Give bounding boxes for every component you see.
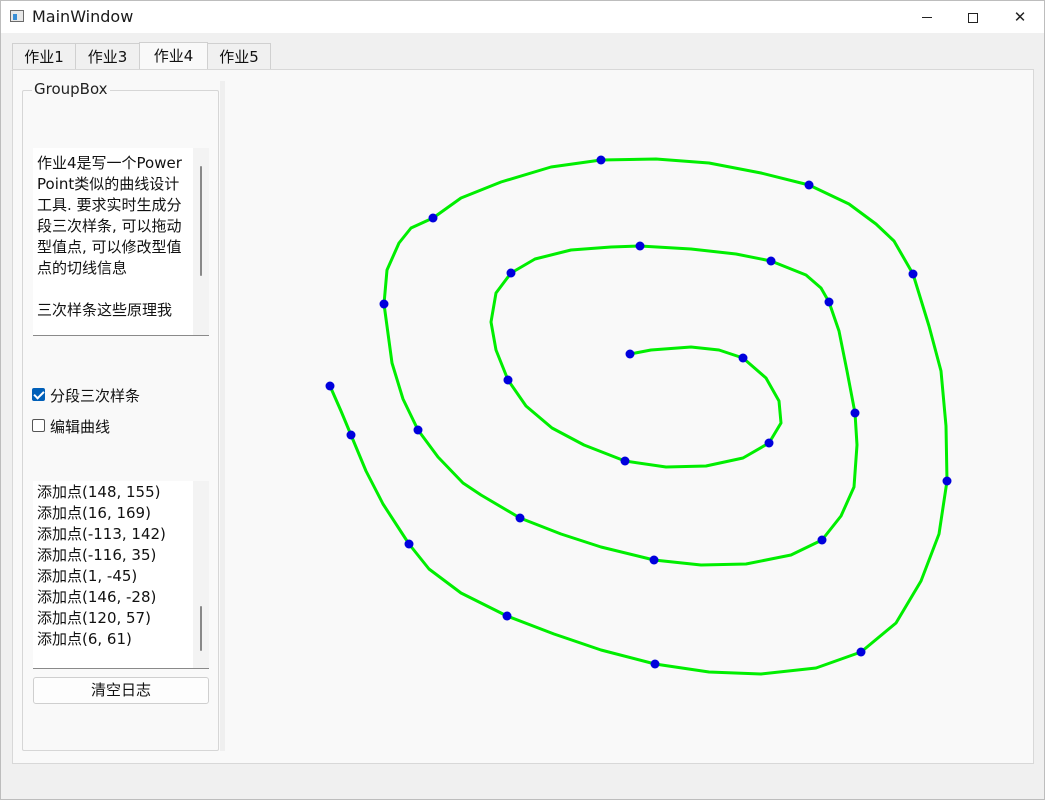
- control-point[interactable]: [942, 476, 952, 486]
- tab-hw1[interactable]: 作业1: [12, 43, 76, 70]
- control-point[interactable]: [764, 438, 774, 448]
- window-title: MainWindow: [32, 7, 134, 26]
- control-point[interactable]: [850, 408, 860, 418]
- control-point[interactable]: [379, 299, 389, 309]
- control-point[interactable]: [404, 539, 414, 549]
- control-point[interactable]: [817, 535, 827, 545]
- control-point[interactable]: [738, 353, 748, 363]
- control-point[interactable]: [635, 241, 645, 251]
- log-listbox[interactable]: 添加点(148, 155) 添加点(16, 169) 添加点(-113, 142…: [33, 481, 209, 669]
- maximize-button[interactable]: [950, 1, 996, 33]
- control-point[interactable]: [428, 213, 438, 223]
- control-point[interactable]: [506, 268, 516, 278]
- control-point[interactable]: [804, 180, 814, 190]
- log-scrollbar[interactable]: [193, 481, 209, 668]
- clear-log-button[interactable]: 清空日志: [33, 677, 209, 704]
- control-point[interactable]: [596, 155, 606, 165]
- control-point[interactable]: [650, 659, 660, 669]
- maximize-icon: [968, 12, 978, 23]
- group-box: [22, 90, 219, 751]
- log-line: 添加点(1, -45): [37, 567, 138, 585]
- tab-hw5[interactable]: 作业5: [207, 43, 271, 70]
- log-line: 添加点(6, 61): [37, 630, 132, 648]
- group-box-title: GroupBox: [32, 80, 110, 98]
- edit-curve-checkbox-label: 编辑曲线: [50, 418, 111, 436]
- description-textbox[interactable]: 作业4是写一个PowerPoint类似的曲线设计工具. 要求实时生成分段三次样条…: [33, 148, 209, 336]
- control-point[interactable]: [824, 297, 834, 307]
- splitter-handle[interactable]: [220, 81, 225, 751]
- log-scroll-thumb[interactable]: [200, 606, 202, 651]
- control-point[interactable]: [503, 375, 513, 385]
- minimize-icon: [922, 17, 932, 18]
- edit-curve-checkbox[interactable]: [32, 419, 45, 432]
- title-bar[interactable]: MainWindow ✕: [1, 1, 1044, 33]
- description-scrollbar[interactable]: [193, 148, 209, 335]
- log-line: 添加点(148, 155): [37, 483, 161, 501]
- control-point[interactable]: [856, 647, 866, 657]
- curve-canvas[interactable]: [225, 70, 1033, 763]
- control-point[interactable]: [413, 425, 423, 435]
- log-line: 添加点(120, 57): [37, 609, 151, 627]
- close-icon: ✕: [1013, 8, 1027, 26]
- log-line: 添加点(16, 169): [37, 504, 151, 522]
- description-text: 作业4是写一个PowerPoint类似的曲线设计工具. 要求实时生成分段三次样条…: [37, 154, 182, 319]
- control-point[interactable]: [325, 381, 335, 391]
- tab-hw4[interactable]: 作业4: [139, 42, 208, 70]
- description-scroll-thumb[interactable]: [200, 166, 202, 276]
- control-point[interactable]: [766, 256, 776, 266]
- close-button[interactable]: ✕: [997, 1, 1043, 33]
- log-line: 添加点(-116, 35): [37, 546, 157, 564]
- log-line: 添加点(146, -28): [37, 588, 157, 606]
- control-point[interactable]: [908, 269, 918, 279]
- log-line: 添加点(-113, 142): [37, 525, 166, 543]
- curve-drawing[interactable]: [225, 70, 1033, 763]
- spline-checkbox[interactable]: [32, 388, 45, 401]
- log-lines: 添加点(148, 155) 添加点(16, 169) 添加点(-113, 142…: [37, 482, 192, 650]
- minimize-button[interactable]: [904, 1, 950, 33]
- control-point[interactable]: [502, 611, 512, 621]
- control-point[interactable]: [625, 349, 635, 359]
- control-point[interactable]: [620, 456, 630, 466]
- control-point[interactable]: [515, 513, 525, 523]
- tab-hw3[interactable]: 作业3: [75, 43, 140, 70]
- app-icon: [10, 10, 24, 22]
- control-point[interactable]: [346, 430, 356, 440]
- control-point[interactable]: [649, 555, 659, 565]
- spline-checkbox-label: 分段三次样条: [50, 387, 141, 405]
